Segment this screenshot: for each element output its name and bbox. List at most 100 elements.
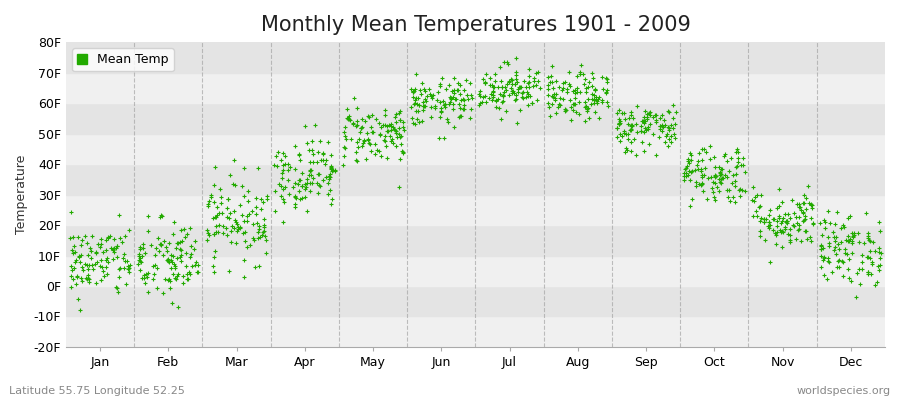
Point	[640, 114, 654, 120]
Point	[72, 254, 86, 260]
Point	[785, 196, 799, 203]
Point	[656, 116, 670, 123]
Point	[271, 149, 285, 155]
Point	[168, 245, 183, 252]
Point	[112, 274, 127, 281]
Point	[416, 103, 430, 109]
Point	[88, 248, 103, 255]
Point	[304, 167, 319, 174]
Point	[338, 145, 352, 151]
Point	[356, 136, 371, 143]
Point	[98, 256, 112, 263]
Point	[437, 104, 452, 110]
Point	[639, 127, 653, 133]
Point	[802, 200, 816, 206]
Point	[732, 159, 746, 166]
Point	[472, 102, 487, 108]
Point	[166, 218, 181, 225]
Point	[757, 219, 771, 226]
Point	[558, 106, 572, 112]
Point	[787, 222, 801, 228]
Point	[362, 140, 376, 146]
Point	[409, 70, 423, 77]
Point	[543, 79, 557, 85]
Point	[585, 82, 599, 89]
Point	[843, 278, 858, 284]
Point	[324, 201, 338, 208]
Point	[395, 148, 410, 154]
Point	[582, 79, 597, 86]
Point	[349, 138, 364, 145]
Point	[797, 216, 812, 222]
Point	[493, 116, 508, 122]
Point	[94, 257, 109, 264]
Point	[101, 234, 115, 240]
Point	[570, 89, 584, 96]
Point	[407, 100, 421, 107]
Point	[692, 150, 706, 156]
Point	[260, 196, 274, 203]
Point	[220, 232, 234, 238]
Point	[156, 289, 170, 296]
Point	[669, 108, 683, 115]
Point	[294, 170, 309, 176]
Point	[774, 220, 788, 226]
Point	[660, 131, 674, 138]
Point	[409, 97, 423, 103]
Point	[572, 111, 586, 118]
Point	[658, 139, 672, 146]
Point	[573, 62, 588, 68]
Point	[499, 108, 513, 114]
Point	[135, 275, 149, 281]
Point	[314, 157, 328, 163]
Point	[68, 257, 83, 263]
Point	[381, 128, 395, 134]
Point	[305, 180, 320, 186]
Point	[99, 237, 113, 244]
Point	[416, 99, 430, 106]
Point	[745, 184, 760, 190]
Point	[288, 194, 302, 200]
Point	[572, 99, 586, 105]
Point	[278, 184, 293, 190]
Point	[495, 84, 509, 90]
Point	[392, 108, 407, 114]
Bar	[66, 164, 885, 194]
Point	[378, 133, 392, 139]
Point	[496, 93, 510, 99]
Point	[515, 93, 529, 100]
Point	[827, 246, 842, 253]
Point	[281, 177, 295, 183]
Point	[828, 244, 842, 251]
Point	[860, 233, 875, 239]
Point	[526, 82, 540, 89]
Point	[770, 223, 784, 230]
Point	[769, 241, 783, 247]
Point	[83, 245, 97, 251]
Point	[735, 162, 750, 169]
Bar	[66, 134, 885, 164]
Point	[440, 116, 454, 122]
Point	[612, 130, 626, 137]
Point	[431, 135, 446, 141]
Point	[587, 92, 601, 98]
Point	[649, 118, 663, 125]
Point	[788, 210, 802, 216]
Point	[377, 138, 392, 145]
Point	[733, 186, 747, 192]
Point	[409, 108, 423, 114]
Point	[509, 76, 524, 82]
Point	[768, 230, 782, 236]
Point	[434, 105, 448, 112]
Point	[569, 109, 583, 115]
Point	[612, 121, 626, 128]
Point	[794, 207, 808, 214]
Point	[591, 94, 606, 100]
Point	[464, 106, 479, 112]
Point	[410, 108, 425, 114]
Point	[365, 129, 380, 135]
Point	[93, 244, 107, 251]
Point	[298, 186, 312, 192]
Point	[708, 173, 723, 180]
Point	[62, 235, 77, 241]
